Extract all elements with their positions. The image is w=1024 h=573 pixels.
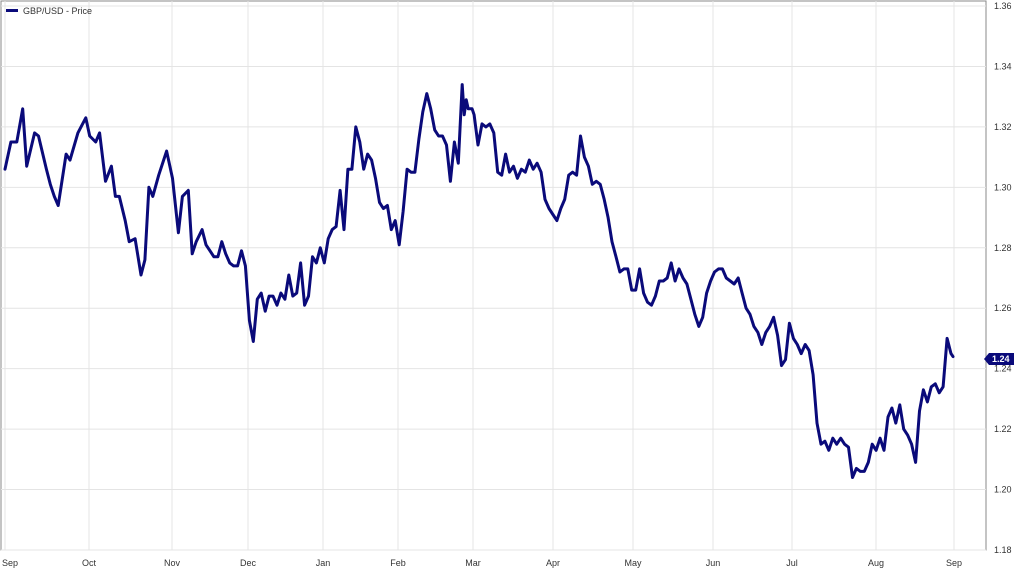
- x-tick-label: Apr: [546, 558, 560, 568]
- x-tick-label: Oct: [82, 558, 97, 568]
- x-tick-label: Feb: [390, 558, 406, 568]
- x-axis-ticks: Sep Oct Nov Dec Jan Feb Mar Apr May Jun Jul Aug Sep: [2, 558, 962, 568]
- x-tick-label: Aug: [868, 558, 884, 568]
- y-tick-label: 1.26: [994, 303, 1012, 313]
- legend-label: GBP/USD - Price: [23, 6, 92, 16]
- y-tick-label: 1.24: [994, 364, 1012, 374]
- x-tick-label: Sep: [2, 558, 18, 568]
- x-tick-label: Mar: [465, 558, 481, 568]
- legend-swatch: [6, 9, 18, 12]
- plot-background: [1, 1, 986, 550]
- x-tick-label: Nov: [164, 558, 181, 568]
- current-price-tag: 1.24: [984, 353, 1014, 365]
- y-tick-label: 1.18: [994, 545, 1012, 555]
- x-tick-label: Jan: [316, 558, 331, 568]
- y-tick-label: 1.34: [994, 61, 1012, 71]
- y-axis-ticks: 1.36 1.34 1.32 1.30 1.28 1.26 1.24 1.22 1.20 1.18: [994, 1, 1012, 555]
- current-price-label: 1.24: [992, 354, 1010, 364]
- x-tick-label: Jun: [706, 558, 721, 568]
- x-tick-label: May: [624, 558, 642, 568]
- x-tick-label: Jul: [786, 558, 798, 568]
- x-tick-label: Sep: [946, 558, 962, 568]
- y-tick-label: 1.32: [994, 122, 1012, 132]
- y-tick-label: 1.20: [994, 485, 1012, 495]
- y-tick-label: 1.28: [994, 243, 1012, 253]
- y-tick-label: 1.30: [994, 182, 1012, 192]
- x-tick-label: Dec: [240, 558, 257, 568]
- y-tick-label: 1.36: [994, 1, 1012, 11]
- y-tick-label: 1.22: [994, 424, 1012, 434]
